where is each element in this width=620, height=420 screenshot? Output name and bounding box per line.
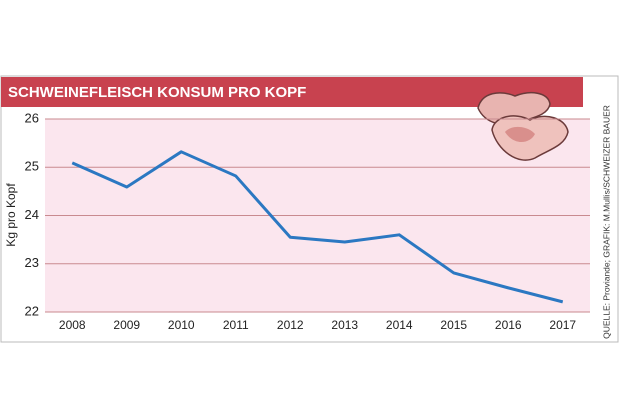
x-tick-label: 2011 (223, 318, 249, 332)
x-tick-label: 2014 (386, 318, 413, 332)
x-tick-label: 2016 (495, 318, 522, 332)
chart-title: SCHWEINEFLEISCH KONSUM PRO KOPF (8, 84, 306, 101)
y-tick-label: 25 (25, 159, 39, 174)
data-line (71, 150, 564, 304)
y-tick-label: 22 (25, 303, 39, 318)
x-tick-label: 2013 (331, 318, 358, 332)
source-note: QUELLE: Proviande; GRAFIK: M.Mullis/SCHW… (601, 105, 611, 339)
x-tick-label: 2009 (113, 318, 140, 332)
x-tick-label: 2017 (549, 318, 576, 332)
x-tick-label: 2008 (59, 318, 86, 332)
x-tick-label: 2012 (277, 318, 304, 332)
meat-icon (477, 91, 569, 161)
x-tick-label: 2015 (440, 318, 467, 332)
y-tick-label: 23 (25, 255, 39, 270)
y-tick-label: 24 (25, 207, 39, 222)
y-tick-label: 26 (25, 110, 39, 125)
y-axis-label: Kg pro Kopf (4, 183, 18, 247)
x-tick-label: 2010 (168, 318, 195, 332)
frame (0, 75, 619, 343)
